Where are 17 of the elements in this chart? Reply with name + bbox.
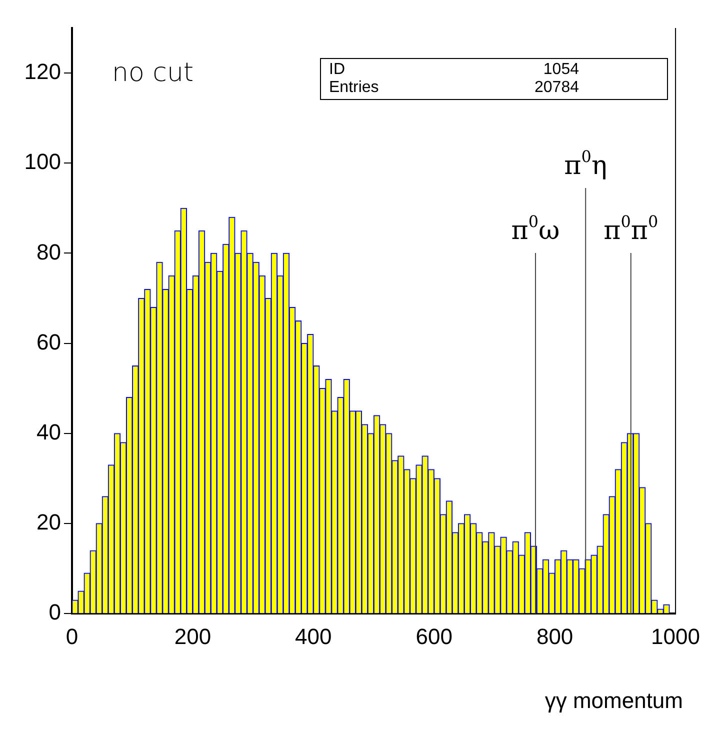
y-tick-label: 100 (24, 149, 61, 174)
y-tick-label: 60 (36, 329, 61, 354)
y-tick-label: 20 (36, 510, 61, 535)
text: ID 1054 (329, 61, 579, 78)
x-tick-label: 0 (66, 624, 78, 649)
x-axis-title: γγ momentum (544, 688, 683, 714)
y-tick-label: 0 (48, 600, 61, 625)
y-tick-label: 80 (36, 239, 61, 264)
y-tick-label: 120 (24, 59, 61, 84)
annotation: no cut (112, 58, 194, 88)
x-tick-label: 800 (536, 624, 574, 649)
x-tick-label: 1000 (651, 624, 700, 649)
text: Entries 20784 (329, 79, 579, 96)
x-tick-label: 200 (174, 624, 212, 649)
x-tick-label: 400 (295, 624, 332, 649)
x-tick-label: 600 (416, 624, 452, 649)
y-tick-label: 40 (36, 419, 61, 444)
